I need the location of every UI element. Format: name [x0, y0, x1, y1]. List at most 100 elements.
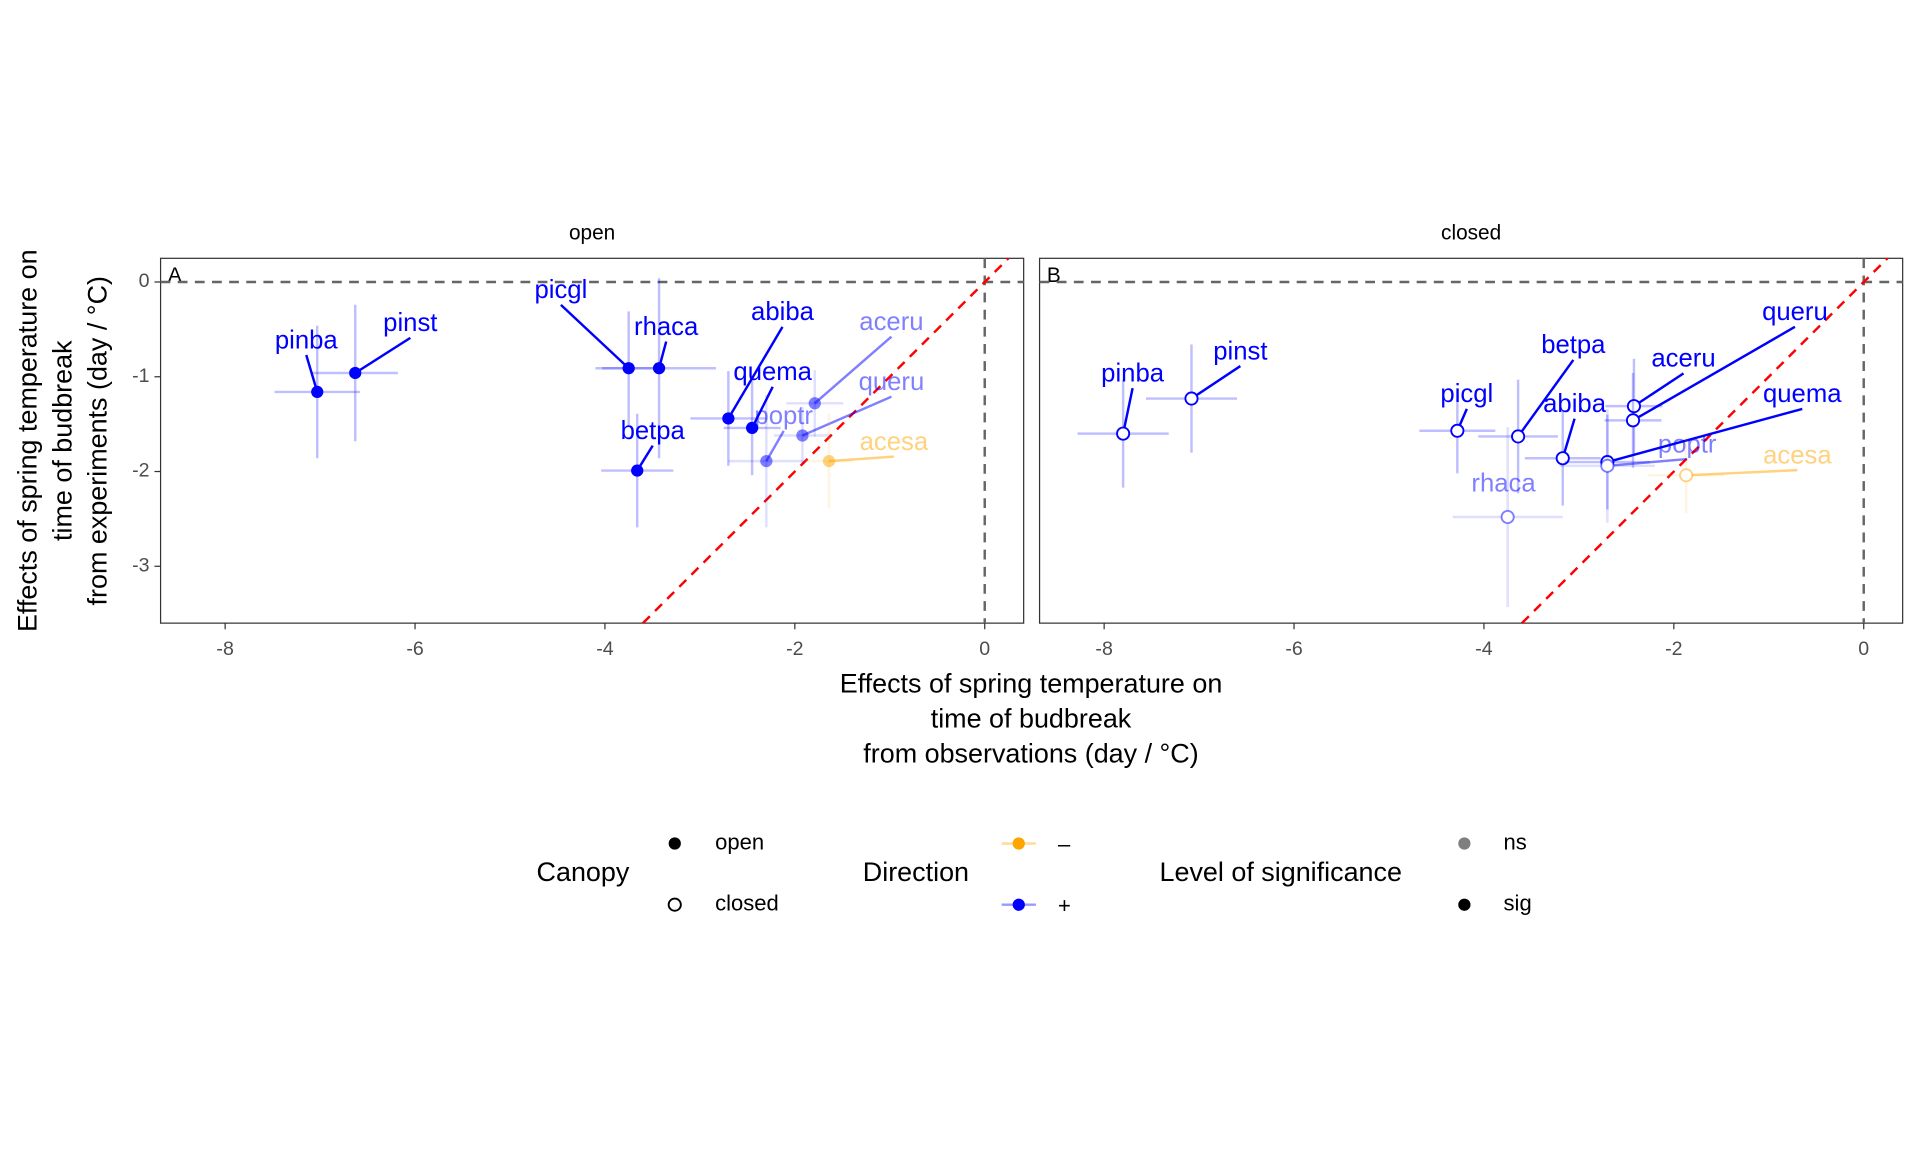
x-tick-label: -4 [1475, 638, 1493, 660]
legend-label: + [1058, 893, 1071, 918]
point-label: rhaca [1471, 470, 1536, 498]
point-label: acesa [860, 428, 929, 456]
point-label: betpa [621, 417, 686, 445]
y-tick-label: -2 [132, 460, 149, 482]
legend-title: Direction [863, 857, 969, 887]
point [808, 397, 821, 410]
point-label: poptr [754, 402, 813, 430]
point-label: rhaca [634, 313, 699, 341]
point-label: aceru [859, 308, 923, 336]
point [1600, 458, 1615, 473]
point-label: abiba [1543, 390, 1607, 418]
leader-line [828, 455, 894, 463]
point-label: quema [733, 358, 812, 386]
point [1625, 413, 1641, 428]
point [349, 366, 362, 380]
legend-key [668, 837, 681, 850]
point-label: poptr [1658, 430, 1717, 458]
legend-label: sig [1504, 891, 1532, 916]
panel-title: open [569, 221, 615, 244]
y-tick-label: 0 [139, 270, 150, 292]
point [745, 421, 759, 435]
y-axis-title: from experiments (day / °C) [82, 276, 112, 605]
point-label: betpa [1541, 331, 1606, 359]
x-tick-label: -6 [1285, 638, 1303, 660]
leader-line [1607, 457, 1688, 468]
leader-line [1633, 372, 1685, 408]
leader-line [560, 303, 630, 370]
legend-key [1458, 898, 1471, 911]
point [1679, 468, 1694, 483]
point-label: picgl [534, 276, 587, 304]
y-tick-label: -1 [132, 365, 149, 387]
panel-title: closed [1441, 221, 1501, 244]
point-label: pinst [383, 309, 437, 337]
point [1450, 423, 1465, 438]
panel-tag: B [1047, 264, 1061, 287]
legend-key [1012, 837, 1025, 850]
point [631, 464, 644, 477]
x-axis-title: time of budbreak [931, 704, 1132, 734]
point [622, 362, 635, 375]
legend-title: Canopy [537, 857, 630, 887]
point [311, 385, 324, 399]
leader-line [813, 335, 893, 405]
point [652, 362, 666, 375]
x-tick-label: 0 [979, 638, 990, 660]
x-tick-label: -2 [786, 638, 803, 660]
point-label: picgl [1440, 380, 1493, 408]
leader-line [1632, 325, 1796, 422]
x-tick-label: -8 [216, 638, 234, 660]
y-axis-title: time of budbreak [48, 340, 78, 541]
legend-label: closed [715, 891, 779, 916]
point [1184, 391, 1199, 406]
x-tick-label: 0 [1858, 638, 1869, 660]
legend-label: open [715, 829, 764, 854]
y-axis-title: Effects of spring temperature on [13, 249, 43, 632]
point [1626, 399, 1641, 414]
point [822, 454, 836, 468]
point [1116, 426, 1131, 441]
point [760, 454, 773, 468]
legend-key [667, 897, 682, 912]
legend-key [1458, 837, 1471, 850]
point-label: abiba [751, 298, 815, 326]
point [1511, 429, 1526, 444]
legend-title: Level of significance [1160, 857, 1402, 887]
leader-line [1121, 387, 1134, 434]
leader-line [801, 395, 892, 437]
x-axis-title: from observations (day / °C) [863, 738, 1198, 768]
x-tick-label: -8 [1095, 638, 1113, 660]
point-label: acesa [1763, 441, 1832, 469]
legend-key [1012, 898, 1025, 911]
x-tick-label: -2 [1665, 638, 1682, 660]
point-label: pinba [1101, 359, 1165, 387]
leader-line [751, 386, 774, 429]
leader-line [727, 326, 784, 420]
point-label: queru [1762, 298, 1828, 326]
point-label: pinst [1213, 337, 1267, 365]
panel-frame [1038, 257, 1904, 624]
point-label: aceru [1651, 345, 1715, 373]
panel-tag: A [168, 264, 182, 287]
legend-label: – [1058, 832, 1071, 857]
x-tick-label: -6 [406, 638, 424, 660]
identity-line [642, 257, 1010, 624]
point [1500, 509, 1515, 525]
x-tick-label: -4 [596, 638, 614, 660]
point-label: quema [1763, 380, 1842, 408]
y-tick-label: -3 [132, 554, 150, 576]
panel-frame [159, 257, 1025, 624]
x-axis-title: Effects of spring temperature on [840, 669, 1223, 699]
leader-line [305, 354, 319, 393]
point [796, 429, 809, 442]
point-label: pinba [275, 326, 339, 354]
identity-line [1521, 257, 1889, 624]
leader-line [1686, 468, 1798, 477]
point [1555, 451, 1570, 466]
point [722, 412, 735, 425]
legend-label: ns [1504, 829, 1527, 854]
leader-line [1607, 407, 1803, 464]
point-label: queru [859, 368, 925, 396]
